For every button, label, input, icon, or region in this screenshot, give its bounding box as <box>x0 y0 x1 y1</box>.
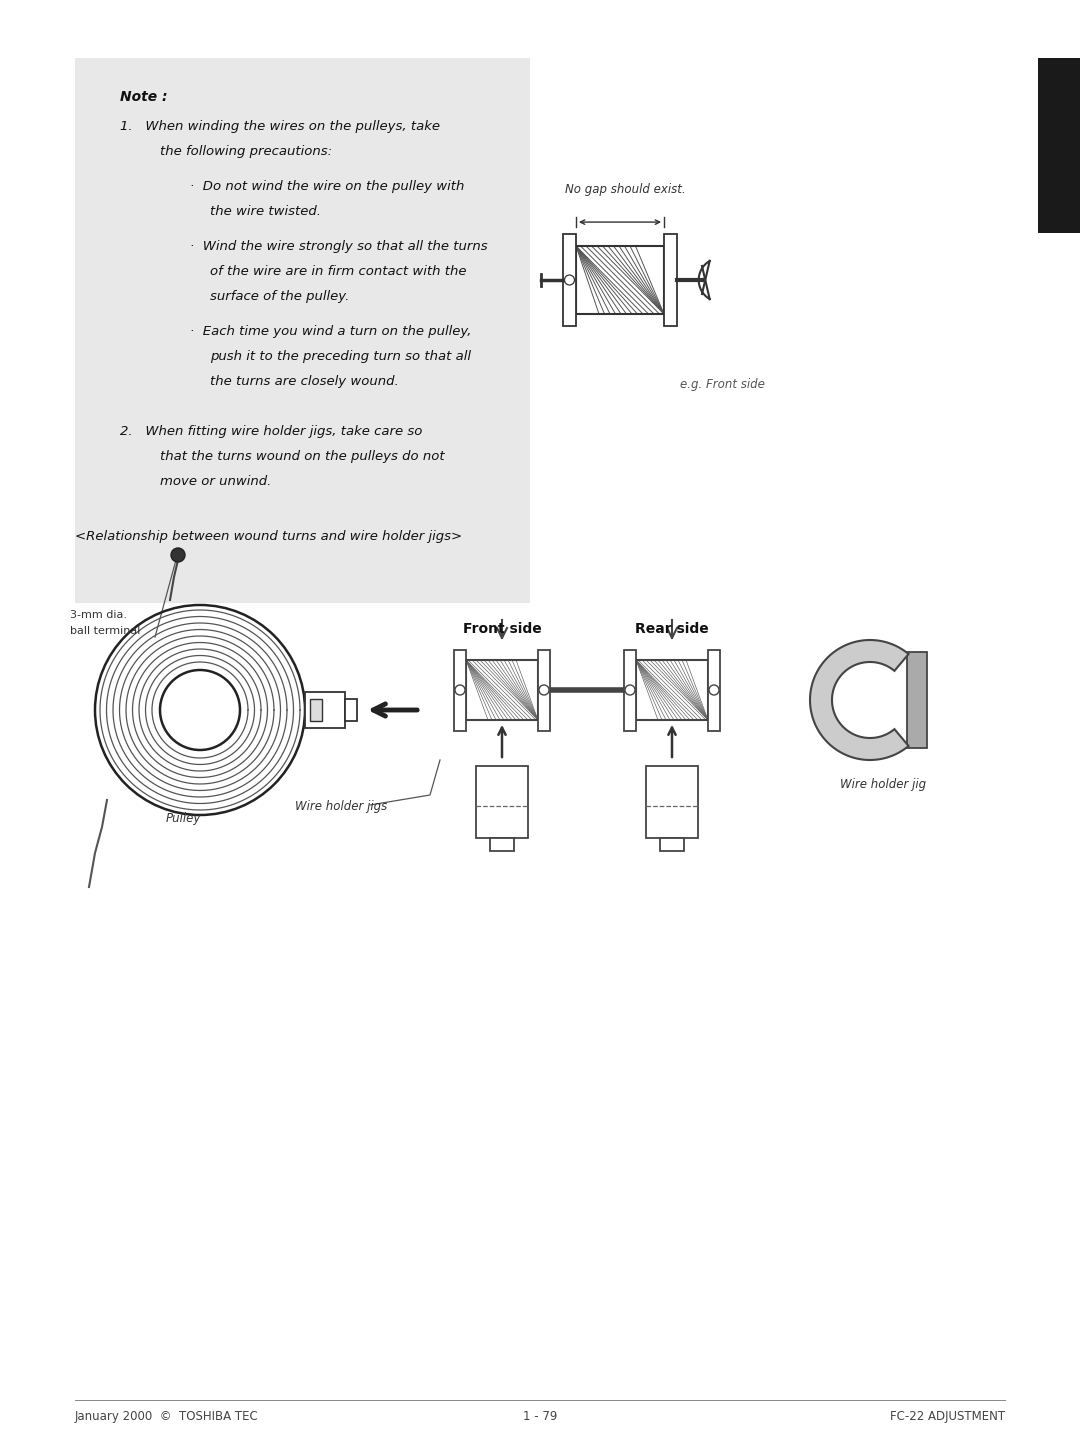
Circle shape <box>708 685 719 695</box>
Text: ·  Do not wind the wire on the pulley with: · Do not wind the wire on the pulley wit… <box>190 180 464 193</box>
Bar <box>576 246 664 314</box>
Text: Front side: Front side <box>462 622 541 636</box>
Text: move or unwind.: move or unwind. <box>160 475 271 488</box>
Bar <box>646 766 698 837</box>
Text: of the wire are in firm contact with the: of the wire are in firm contact with the <box>210 265 467 278</box>
Text: the turns are closely wound.: the turns are closely wound. <box>210 376 399 389</box>
Bar <box>1038 58 1080 233</box>
Text: Rear side: Rear side <box>635 622 708 636</box>
Text: Wire holder jig: Wire holder jig <box>840 778 927 791</box>
Text: 1.   When winding the wires on the pulleys, take: 1. When winding the wires on the pulleys… <box>120 119 440 132</box>
Bar <box>664 235 677 325</box>
Circle shape <box>160 671 240 750</box>
Bar <box>345 699 357 721</box>
Bar <box>465 661 538 720</box>
Circle shape <box>455 685 465 695</box>
Text: push it to the preceding turn so that all: push it to the preceding turn so that al… <box>210 350 471 363</box>
Text: that the turns wound on the pulleys do not: that the turns wound on the pulleys do n… <box>160 450 445 463</box>
Text: e.g. Front side: e.g. Front side <box>680 378 765 391</box>
Circle shape <box>625 685 635 695</box>
Bar <box>465 661 538 720</box>
Circle shape <box>539 685 549 695</box>
Bar <box>310 699 322 721</box>
Bar <box>476 766 528 837</box>
Text: 2.   When fitting wire holder jigs, take care so: 2. When fitting wire holder jigs, take c… <box>120 425 422 437</box>
Bar <box>636 661 708 720</box>
Bar <box>454 649 465 731</box>
Bar <box>624 649 636 731</box>
Bar <box>636 661 708 720</box>
Bar <box>490 837 514 850</box>
Text: FC-22 ADJUSTMENT: FC-22 ADJUSTMENT <box>890 1410 1005 1423</box>
Circle shape <box>171 548 185 563</box>
Bar <box>305 692 345 728</box>
Text: No gap should exist.: No gap should exist. <box>565 183 686 196</box>
Bar <box>906 652 927 748</box>
Text: 3-mm dia.: 3-mm dia. <box>70 610 127 620</box>
Text: surface of the pulley.: surface of the pulley. <box>210 291 349 304</box>
Text: <Relationship between wound turns and wire holder jigs>: <Relationship between wound turns and wi… <box>75 530 462 543</box>
Bar <box>563 235 576 325</box>
Text: the wire twisted.: the wire twisted. <box>210 204 321 217</box>
Bar <box>538 649 550 731</box>
Bar <box>660 837 684 850</box>
Text: Wire holder jigs: Wire holder jigs <box>295 800 388 813</box>
Text: 1 - 79: 1 - 79 <box>523 1410 557 1423</box>
Text: ·  Wind the wire strongly so that all the turns: · Wind the wire strongly so that all the… <box>190 240 488 253</box>
Circle shape <box>565 275 575 285</box>
Text: Pulley: Pulley <box>165 812 201 825</box>
Text: Note :: Note : <box>120 91 167 104</box>
Text: the following precautions:: the following precautions: <box>160 145 333 158</box>
Text: ·  Each time you wind a turn on the pulley,: · Each time you wind a turn on the pulle… <box>190 325 472 338</box>
Bar <box>75 58 530 603</box>
Text: ball terminal: ball terminal <box>70 626 140 636</box>
Text: January 2000  ©  TOSHIBA TEC: January 2000 © TOSHIBA TEC <box>75 1410 259 1423</box>
Polygon shape <box>810 640 908 760</box>
Bar <box>576 246 664 314</box>
Bar <box>708 649 720 731</box>
